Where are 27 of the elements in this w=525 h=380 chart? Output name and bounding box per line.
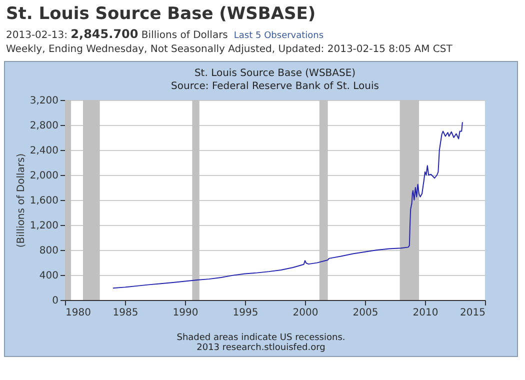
text: St. Louis Source Base (WSBASE) [194,68,356,79]
chart-subtitle: 2013-02-13: 2,845.700 Billions of Dollars [6,27,228,41]
x-tick-label: 2010 [412,308,438,318]
source-note: Source: Federal Reserve Bank of St. Louis [171,81,379,92]
x-tick-label: 1985 [112,308,138,318]
x-tick-label: 1995 [232,308,258,318]
x-tick-label: 2015 [460,308,486,318]
text: Shaded areas indicate US recessions. [176,333,346,343]
y-tick-label: 3,200 [30,96,58,106]
text: 2013 research.stlouisfed.org [196,343,326,355]
y-tick-label: 2,400 [30,146,58,156]
x-tick-label: 1990 [172,308,198,318]
y-tick-label: 2,800 [30,120,58,132]
y-tick-label: 1,600 [30,196,58,206]
y-axis-title: (Billions of Dollars) [16,153,27,248]
x-tick-label: 2005 [352,308,378,318]
text: Weekly, Ending Wednesday, Not Seasonally Adjusted, Updated: 2013-02-15 8:05 AM CST [6,44,454,55]
chart-title: St. Louis Source Base (WSBASE) [6,4,317,24]
y-tick-label: 400 [39,270,58,282]
y-tick-label: 2,000 [30,170,58,182]
y-tick-label: 800 [39,246,58,256]
text: Last 5 Observations [234,31,324,41]
y-tick-label: 1,200 [30,220,58,232]
x-tick-label: 2000 [292,308,318,318]
x-tick-label: 1980 [66,308,91,318]
y-tick-label: 0 [52,296,58,306]
line-series [112,122,463,289]
